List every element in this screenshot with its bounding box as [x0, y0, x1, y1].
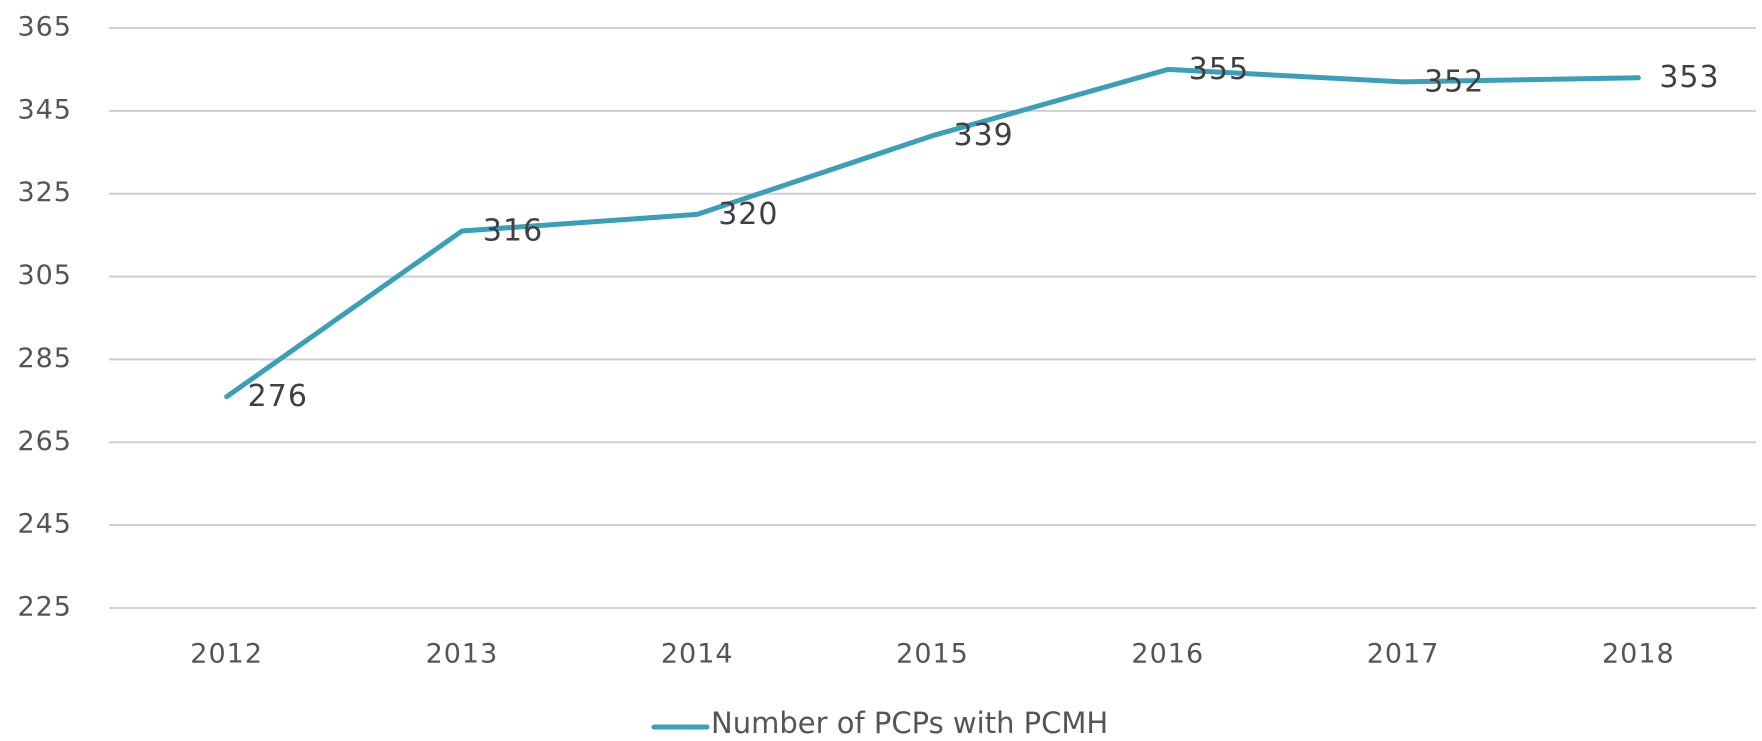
y-tick-label: 245 — [17, 509, 72, 540]
data-label: 276 — [248, 379, 308, 414]
legend-label: Number of PCPs with PCMH — [711, 706, 1108, 740]
y-tick-label: 305 — [17, 260, 72, 291]
y-tick-label: 265 — [17, 426, 72, 457]
data-label: 320 — [718, 197, 778, 232]
data-line — [224, 66, 1641, 400]
y-tick-label: 285 — [17, 343, 72, 374]
data-label: 316 — [483, 214, 543, 249]
y-tick-label: 365 — [17, 12, 72, 43]
x-tick-label: 2016 — [1131, 639, 1204, 670]
x-tick-label: 2012 — [190, 639, 263, 670]
y-tick-label: 225 — [17, 592, 72, 623]
x-tick-label: 2018 — [1602, 639, 1675, 670]
x-tick-label: 2013 — [426, 639, 499, 670]
x-tick-label: 2017 — [1367, 639, 1440, 670]
x-tick-label: 2015 — [896, 639, 969, 670]
data-label: 353 — [1659, 60, 1719, 95]
y-tick-label: 345 — [17, 94, 72, 125]
data-label: 355 — [1189, 52, 1249, 87]
data-label: 352 — [1424, 64, 1484, 99]
x-tick-label: 2014 — [661, 639, 734, 670]
y-tick-label: 325 — [17, 177, 72, 208]
data-label: 339 — [954, 118, 1014, 153]
